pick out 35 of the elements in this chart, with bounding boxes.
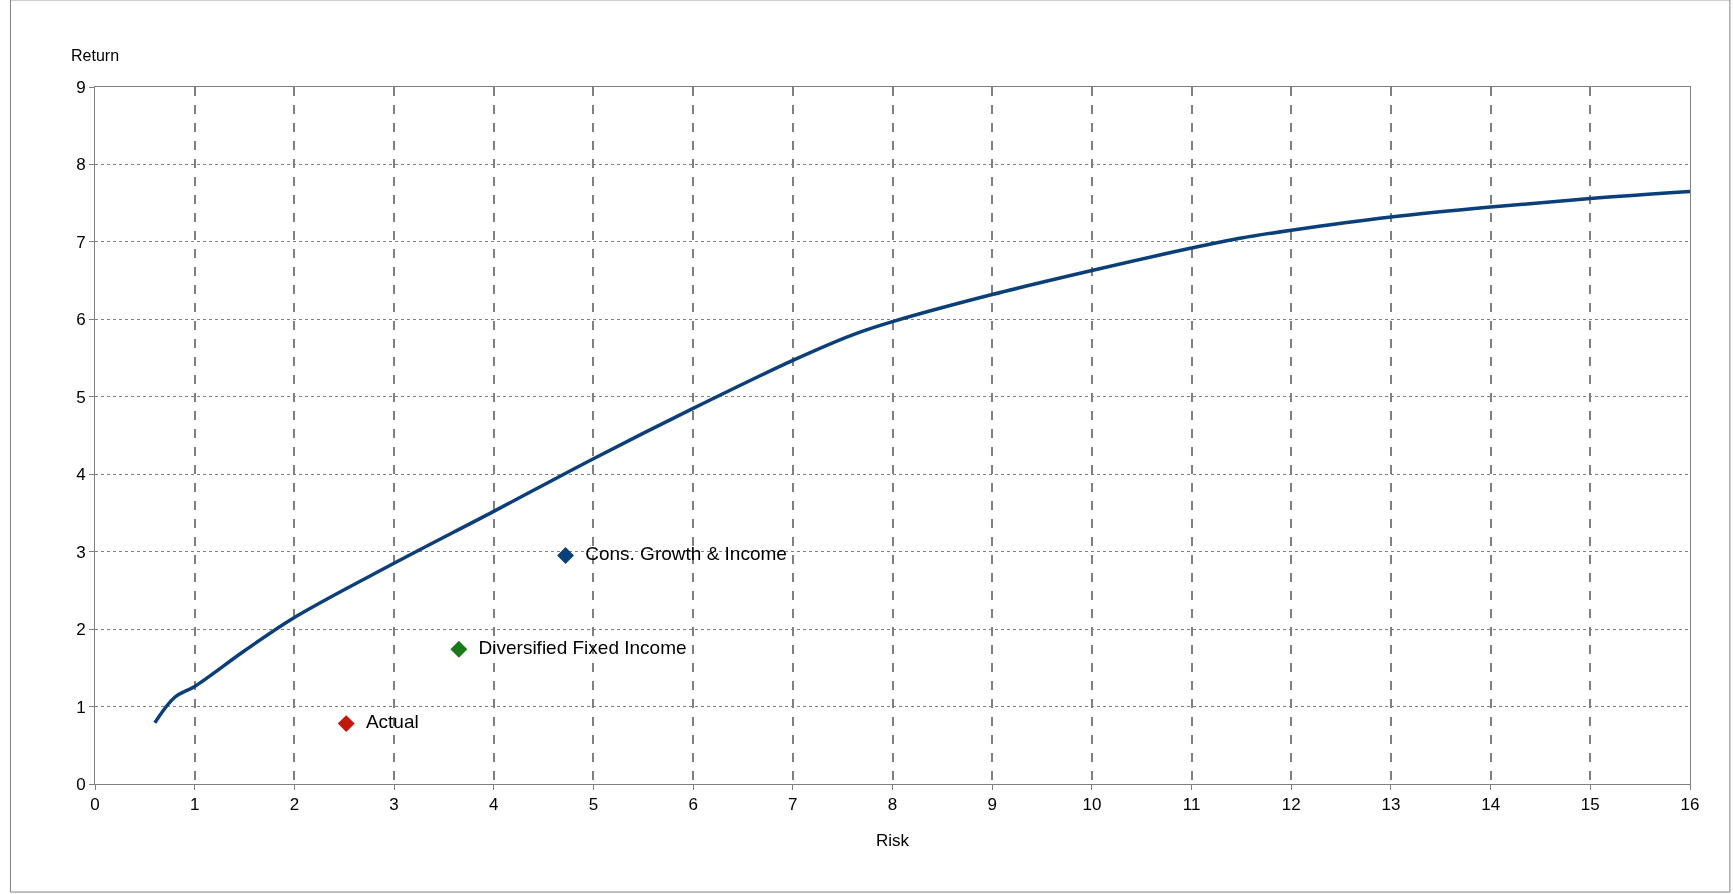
y-tick-label: 8 (76, 155, 86, 175)
x-tick-label: 4 (489, 795, 499, 815)
series-label: Actual (355, 711, 419, 733)
x-tick-label: 5 (588, 795, 599, 815)
x-tick-label: 16 (1680, 795, 1700, 815)
x-tick-label: 3 (389, 795, 399, 815)
point (450, 640, 468, 658)
x-axis-title: Risk (875, 830, 910, 850)
y-tick-label: 9 (76, 77, 86, 97)
point (337, 715, 355, 733)
x-tick-label: 10 (1082, 795, 1102, 815)
x-tick-label: 6 (688, 795, 698, 815)
y-tick-label: 3 (76, 542, 86, 562)
x-tick-label: 9 (987, 795, 997, 815)
x-tick-label: 1 (189, 795, 200, 815)
y-axis-title: Return (71, 47, 120, 64)
point (557, 547, 574, 564)
x-tick-label: 8 (887, 795, 898, 815)
series-label: Diversified Fixed Income (467, 637, 687, 658)
x-tick-label: 13 (1381, 795, 1401, 815)
x-tick-label: 14 (1481, 795, 1501, 815)
y-tick-label: 2 (76, 620, 86, 640)
x-tick-label: 2 (289, 795, 300, 815)
x-tick-label: 15 (1580, 795, 1600, 815)
y-tick-label: 7 (76, 232, 86, 252)
series-label: Cons. Growth & Income (574, 543, 787, 565)
y-tick-label: 1 (76, 697, 86, 717)
y-tick-label: 5 (76, 387, 86, 407)
y-tick-label: 6 (76, 310, 86, 330)
x-tick-label: 7 (788, 795, 798, 815)
x-tick-label: 0 (90, 795, 100, 815)
x-tick-label: 12 (1281, 795, 1301, 815)
y-tick-label: 4 (76, 465, 86, 485)
y-tick-label: 0 (76, 774, 86, 794)
x-tick-label: 11 (1182, 795, 1201, 815)
